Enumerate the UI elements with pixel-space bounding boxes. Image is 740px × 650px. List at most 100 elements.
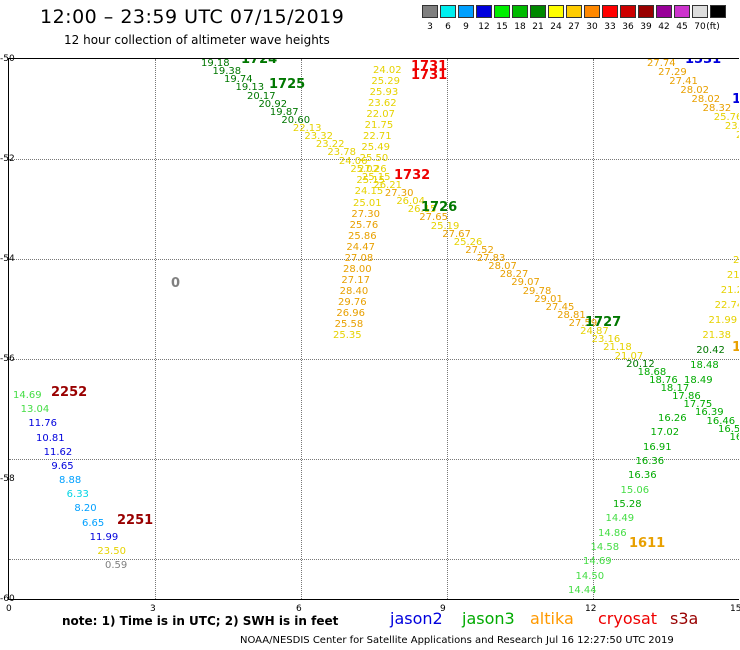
grid-line-horizontal — [9, 258, 739, 260]
wave-height-value: 27.29 — [658, 67, 687, 78]
wave-height-value: 14.50 — [575, 570, 605, 582]
legend-swatch — [548, 5, 564, 18]
grid-line-horizontal — [9, 358, 739, 360]
legend-label: 3 — [427, 22, 433, 32]
satellite-pass-label: 2252 — [51, 385, 88, 400]
wave-height-value: 6.33 — [66, 489, 89, 501]
legend-label: 70 — [694, 22, 706, 32]
wave-height-value: 23.62 — [368, 98, 397, 110]
wave-height-value: 16.39 — [695, 407, 724, 419]
wave-height-value: 17.86 — [672, 391, 701, 403]
satellite-pass-label: 1731 — [411, 59, 448, 74]
wave-height-value: 29.78 — [522, 285, 552, 297]
wave-height-value: 21.99 — [708, 315, 738, 326]
grid-line-horizontal — [9, 458, 739, 460]
wave-height-value: 18.49 — [684, 375, 713, 386]
wave-height-value: 14.58 — [590, 542, 620, 553]
wave-height-value: 25.49 — [361, 142, 390, 154]
wave-height-value: 25.01 — [353, 197, 382, 209]
map-plot-area: 19.18 19.38 19.74 19.13 20.17 20.92 19.87 20.60… — [8, 58, 739, 600]
wave-height-value: 16.91 — [643, 441, 672, 453]
satellite-pass-label: 1724 — [241, 58, 278, 67]
wave-height-value: 19.18 — [201, 58, 230, 69]
wave-height-value: 28.07 — [488, 261, 517, 273]
legend-swatch — [440, 5, 456, 18]
wave-height-value: 27.30 — [384, 188, 414, 200]
wave-height-value: 21.18 — [603, 342, 632, 354]
wave-height-value: 22.13 — [292, 123, 322, 135]
legend-swatch — [602, 5, 618, 18]
legend-label: 12 — [478, 22, 490, 32]
wave-height-value: 8.88 — [59, 475, 82, 486]
wave-height-value: 28.32 — [702, 103, 732, 114]
wave-height-value: 16.36 — [628, 470, 657, 482]
legend-swatch — [674, 5, 690, 18]
mission-name: jason3 — [462, 609, 515, 628]
wave-height-value: 19.38 — [212, 66, 242, 78]
wave-height-value: 14.44 — [568, 585, 597, 596]
wave-height-value: 23.16 — [591, 334, 621, 346]
legend-label: 21 — [532, 22, 544, 32]
wave-height-value: 20.17 — [246, 90, 276, 102]
wave-height-value: 19.13 — [235, 82, 265, 94]
wave-height-value: 18.68 — [637, 366, 667, 378]
wave-height-value: 25.35 — [333, 330, 362, 341]
mission-name: jason2 — [390, 609, 443, 628]
legend-swatch — [656, 5, 672, 18]
wave-height-value: 10.81 — [36, 432, 65, 444]
wave-height-value: 25.29 — [371, 76, 400, 88]
wave-height-value: 16.52 — [718, 423, 739, 435]
wave-height-value: 24.47 — [346, 241, 375, 253]
wave-height-value: 0.59 — [105, 560, 128, 571]
satellite-pass-label: 2251 — [117, 513, 154, 528]
wave-height-value: 18.48 — [690, 360, 719, 371]
wave-height-value: 20.92 — [258, 98, 288, 110]
wave-height-value: 22.1 — [736, 131, 739, 141]
wave-height-value: 28.27 — [499, 269, 529, 281]
wave-height-value: 27.30 — [351, 208, 380, 220]
wave-height-value: 16.46 — [706, 415, 736, 427]
wave-height-value: 29.01 — [534, 293, 563, 305]
wave-height-value: 18.76 — [649, 374, 678, 386]
y-tick-label: -52 — [0, 154, 15, 164]
wave-height-value: 28.02 — [691, 94, 721, 105]
wave-height-value: 15.28 — [613, 499, 642, 510]
wave-height-value: 27.59 — [568, 318, 598, 330]
wave-height-value: 23.32 — [304, 131, 334, 143]
wave-height-value: 17.02 — [650, 427, 680, 439]
satellite-pass-label: 1725 — [269, 77, 306, 92]
wave-height-value: 21.75 — [364, 120, 394, 132]
legend-label: 42 — [658, 22, 670, 32]
legend-swatch — [476, 5, 492, 18]
wave-height-value: 14.49 — [605, 513, 635, 525]
legend-swatch — [620, 5, 636, 18]
mission-name: s3a — [670, 609, 699, 628]
legend-label: 15 — [496, 22, 508, 32]
legend-label: 33 — [604, 22, 616, 32]
wave-height-value: 16.65 — [729, 431, 740, 443]
wave-height-value: 24.02 — [373, 65, 402, 76]
wave-height-value: 25.93 — [369, 87, 399, 99]
grid-line-vertical — [593, 59, 594, 599]
legend-label: 9 — [463, 22, 469, 32]
wave-height-value: 25.15 — [356, 175, 385, 187]
satellite-pass-label: 1731 — [411, 68, 448, 83]
legend-label: 36 — [622, 22, 634, 32]
legend-swatch — [422, 5, 438, 18]
wave-height-value: 25.15 — [361, 171, 391, 183]
wave-height-value: 20.12 — [626, 358, 655, 370]
wave-height-value: 29.76 — [338, 296, 367, 308]
footer-credit: NOAA/NESDIS Center for Satellite Applica… — [240, 635, 674, 646]
legend-swatch — [692, 5, 708, 18]
wave-height-value: 16.26 — [658, 413, 687, 424]
wave-height-value: 20.42 — [696, 345, 725, 356]
wave-height-value: 11.62 — [43, 446, 73, 458]
wave-height-value: 27.17 — [341, 274, 370, 286]
wave-height-value: 22.74 — [714, 300, 739, 311]
wave-height-value: 19.74 — [223, 74, 253, 86]
wave-height-value: 11.99 — [89, 531, 119, 543]
wave-height-value: 14.86 — [598, 527, 627, 539]
y-tick-label: -58 — [0, 474, 15, 484]
wave-height-value: 22.07 — [366, 109, 395, 121]
legend-swatch — [530, 5, 546, 18]
